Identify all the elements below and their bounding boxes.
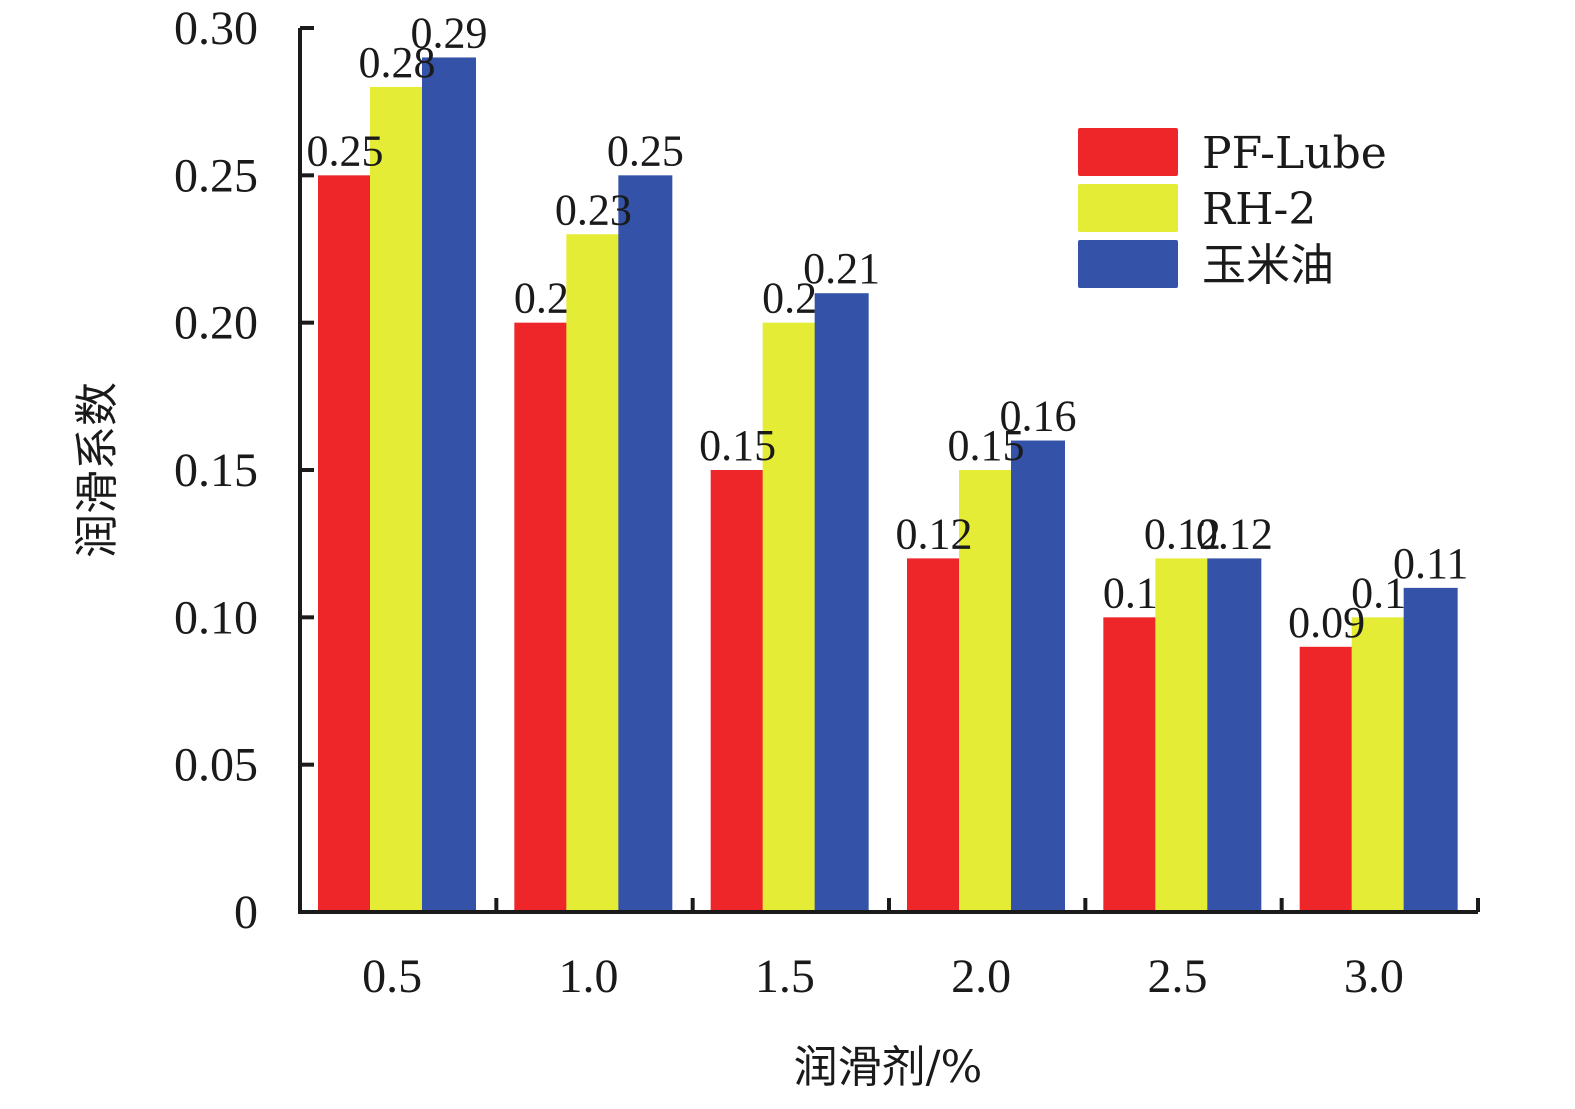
bar: [959, 470, 1013, 912]
y-tick-label: 0.30: [174, 2, 258, 55]
data-labels-group: 0.250.280.290.20.230.250.150.20.210.120.…: [307, 8, 1469, 646]
bar-value-label: 0.11: [1393, 539, 1468, 588]
bar: [566, 234, 621, 912]
x-tick-label: 2.5: [1148, 950, 1208, 1003]
legend-swatch: [1078, 184, 1178, 232]
x-tick-label: 0.5: [362, 950, 422, 1003]
y-tick-label: 0: [234, 886, 258, 939]
bar-value-label: 0.12: [896, 509, 973, 558]
bar: [1155, 558, 1210, 912]
x-axis-title: 润滑剂/%: [794, 1042, 983, 1093]
bar: [370, 86, 424, 912]
y-ticks-group: 0 0.05 0.10 0.15 0.20 0.25 0.30: [174, 2, 314, 939]
x-tick-label: 1.0: [559, 950, 619, 1003]
bar-value-label: 0.2: [762, 274, 817, 323]
bar-value-label: 0.2: [514, 274, 569, 323]
bar-value-label: 0.25: [307, 126, 384, 175]
bars-group: [318, 57, 1458, 913]
bar: [618, 175, 673, 913]
y-tick-label: 0.15: [174, 444, 258, 497]
x-tick-label: 3.0: [1344, 950, 1404, 1003]
bar: [1011, 440, 1065, 912]
bar: [710, 470, 765, 912]
x-ticks-group: 0.5 1.0 1.5 2.0 2.5 3.0: [362, 898, 1480, 1003]
bar-value-label: 0.15: [948, 421, 1025, 470]
bar-value-label: 0.25: [607, 126, 684, 175]
bar-value-label: 0.1: [1351, 568, 1406, 617]
bar: [1299, 646, 1354, 912]
legend-label: 玉米油: [1202, 240, 1334, 291]
legend-label: RH-2: [1202, 184, 1316, 235]
y-tick-label: 0.10: [174, 591, 258, 644]
bar: [1207, 558, 1262, 912]
bar: [1403, 587, 1458, 912]
bar-value-label: 0.12: [1196, 509, 1273, 558]
y-tick-label: 0.25: [174, 149, 258, 202]
bar-value-label: 0.23: [555, 185, 632, 234]
y-axis-title: 润滑系数: [72, 382, 123, 558]
y-tick-label: 0.05: [174, 739, 258, 792]
bar: [422, 57, 476, 912]
bar-value-label: 0.15: [699, 421, 776, 470]
y-tick-label: 0.20: [174, 297, 258, 350]
x-tick-label: 1.5: [755, 950, 815, 1003]
bar-value-label: 0.29: [411, 8, 488, 57]
bar-value-label: 0.12: [1144, 509, 1221, 558]
bar: [1103, 617, 1158, 912]
x-tick-label: 2.0: [951, 950, 1011, 1003]
bar: [318, 175, 372, 913]
bar: [907, 558, 961, 912]
legend-label: PF-Lube: [1202, 128, 1387, 179]
bar: [814, 293, 869, 912]
bar-value-label: 0.09: [1288, 598, 1365, 647]
legend-swatch: [1078, 128, 1178, 176]
legend-swatch: [1078, 240, 1178, 288]
bar: [514, 322, 569, 913]
bar-value-label: 0.16: [1000, 392, 1077, 441]
bar-value-label: 0.21: [803, 244, 880, 293]
bar: [762, 322, 817, 913]
bar: [1351, 617, 1406, 912]
bar-value-label: 0.1: [1103, 568, 1158, 617]
bar-value-label: 0.28: [359, 38, 436, 87]
